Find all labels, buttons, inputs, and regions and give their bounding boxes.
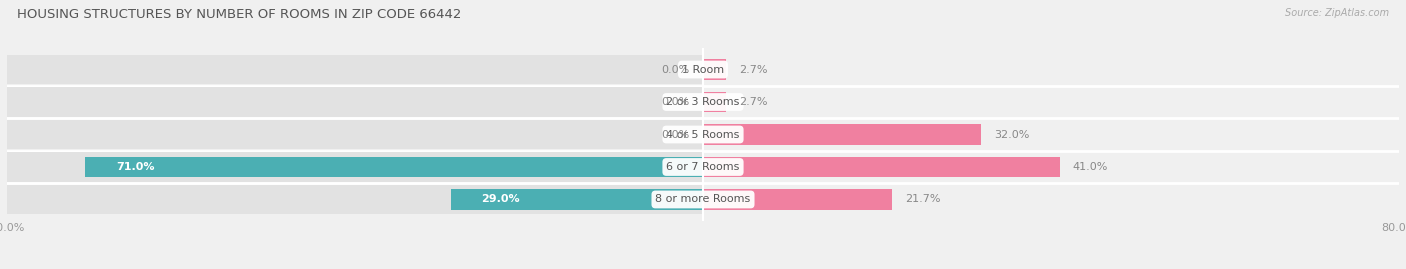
Text: 2.7%: 2.7% xyxy=(740,65,768,75)
Text: 0.0%: 0.0% xyxy=(662,129,690,140)
Bar xyxy=(703,189,891,210)
Bar xyxy=(703,157,1060,177)
Text: 2.7%: 2.7% xyxy=(740,97,768,107)
Bar xyxy=(7,152,703,182)
Text: 1 Room: 1 Room xyxy=(682,65,724,75)
Text: 4 or 5 Rooms: 4 or 5 Rooms xyxy=(666,129,740,140)
Bar xyxy=(7,120,703,149)
Text: 71.0%: 71.0% xyxy=(115,162,155,172)
Text: 21.7%: 21.7% xyxy=(905,194,941,204)
Bar xyxy=(86,157,703,177)
Text: 41.0%: 41.0% xyxy=(1073,162,1108,172)
Text: 32.0%: 32.0% xyxy=(994,129,1029,140)
Bar xyxy=(451,189,703,210)
Bar xyxy=(703,59,727,80)
Text: Source: ZipAtlas.com: Source: ZipAtlas.com xyxy=(1285,8,1389,18)
Bar xyxy=(7,55,703,84)
Text: 6 or 7 Rooms: 6 or 7 Rooms xyxy=(666,162,740,172)
Bar xyxy=(703,92,727,112)
Text: 29.0%: 29.0% xyxy=(481,194,520,204)
Bar xyxy=(7,87,703,117)
Bar xyxy=(7,185,703,214)
Text: HOUSING STRUCTURES BY NUMBER OF ROOMS IN ZIP CODE 66442: HOUSING STRUCTURES BY NUMBER OF ROOMS IN… xyxy=(17,8,461,21)
Text: 0.0%: 0.0% xyxy=(662,97,690,107)
Bar xyxy=(703,125,981,144)
Text: 0.0%: 0.0% xyxy=(662,65,690,75)
Text: 8 or more Rooms: 8 or more Rooms xyxy=(655,194,751,204)
Text: 2 or 3 Rooms: 2 or 3 Rooms xyxy=(666,97,740,107)
